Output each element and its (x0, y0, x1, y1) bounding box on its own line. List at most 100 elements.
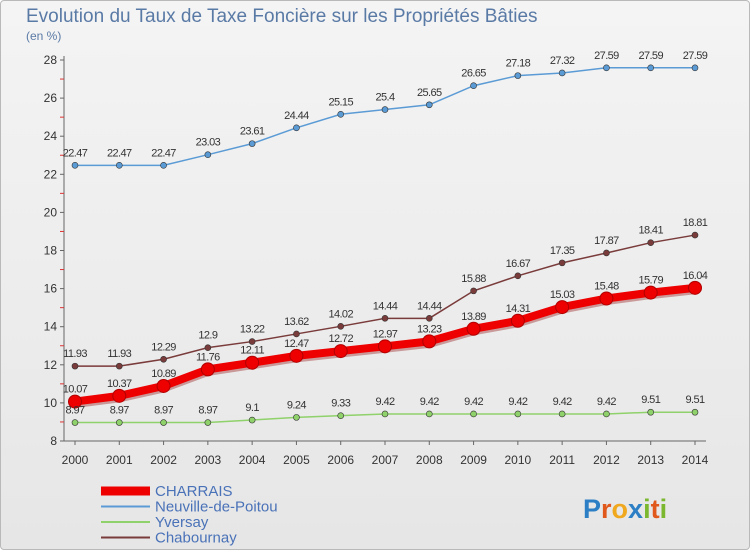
data-label-neuville-de-poitou: 26.65 (461, 68, 486, 80)
data-label-chabournay: 14.44 (417, 300, 442, 312)
x-tick-label: 2002 (150, 453, 177, 467)
data-point-charrais (68, 394, 82, 409)
data-label-chabournay: 17.87 (594, 235, 619, 247)
data-label-yversay: 9.42 (375, 396, 394, 408)
x-tick-label: 2001 (106, 453, 133, 467)
y-tick-label: 12 (44, 358, 58, 372)
data-point-chabournay (204, 344, 212, 351)
legend-label-charrais: CHARRAIS (155, 483, 233, 500)
data-point-charrais (510, 313, 525, 328)
y-tick-label: 26 (44, 91, 58, 105)
data-point-chabournay (71, 362, 79, 370)
data-label-chabournay: 13.22 (240, 324, 265, 336)
x-tick-label: 2008 (416, 453, 443, 467)
data-point-charrais (422, 334, 437, 349)
data-point-neuville-de-poitou (293, 124, 300, 132)
series-layer (68, 64, 702, 426)
y-tick-label: 18 (44, 244, 58, 258)
data-point-charrais (156, 378, 171, 393)
data-label-charrais: 15.79 (638, 275, 663, 287)
x-tick-label: 2005 (283, 453, 310, 467)
data-label-chabournay: 14.44 (373, 300, 398, 312)
data-point-neuville-de-poitou (558, 69, 566, 77)
data-label-chabournay: 12.29 (151, 341, 176, 353)
data-point-neuville-de-poitou (381, 106, 389, 113)
data-point-yversay (337, 412, 345, 419)
data-label-chabournay: 18.41 (638, 225, 663, 237)
data-point-chabournay (381, 315, 389, 322)
y-tick-label: 28 (44, 53, 58, 67)
data-point-charrais (599, 291, 614, 306)
data-label-chabournay: 15.88 (461, 273, 486, 285)
data-label-neuville-de-poitou: 27.32 (550, 55, 575, 67)
data-label-neuville-de-poitou: 24.44 (284, 110, 309, 122)
data-label-charrais: 16.04 (683, 270, 708, 282)
data-point-chabournay (425, 315, 433, 322)
data-point-charrais (200, 362, 215, 377)
data-point-chabournay (470, 287, 477, 295)
data-point-charrais (245, 355, 260, 370)
data-label-chabournay: 11.93 (63, 348, 87, 360)
data-label-neuville-de-poitou: 23.61 (240, 126, 265, 138)
data-label-yversay: 8.97 (198, 405, 217, 417)
data-point-neuville-de-poitou (248, 140, 256, 147)
data-point-yversay (381, 410, 389, 418)
x-tick-label: 2014 (682, 453, 709, 467)
legend-label-neuville-de-poitou: Neuville-de-Poitou (155, 499, 278, 516)
data-label-neuville-de-poitou: 27.59 (683, 50, 708, 62)
data-point-neuville-de-poitou (160, 162, 167, 169)
data-point-chabournay (160, 355, 167, 363)
data-label-chabournay: 18.81 (683, 217, 708, 229)
data-label-charrais: 12.72 (328, 333, 353, 345)
y-unit-label: (en %) (26, 29, 61, 43)
legend-label-yversay: Yversay (155, 514, 209, 531)
data-label-charrais: 15.03 (550, 289, 575, 301)
data-point-chabournay (337, 323, 345, 330)
data-point-yversay (293, 414, 300, 421)
data-point-chabournay (558, 259, 566, 267)
data-label-charrais: 14.31 (506, 303, 531, 315)
data-label-yversay: 9.24 (287, 399, 306, 411)
y-tick-label: 10 (44, 396, 58, 410)
y-tick-label: 24 (44, 129, 58, 143)
data-label-chabournay: 14.02 (328, 308, 353, 320)
logo-letter: i (660, 494, 668, 524)
data-label-neuville-de-poitou: 22.47 (151, 147, 176, 159)
x-tick-label: 2010 (505, 453, 532, 467)
data-label-charrais: 12.47 (284, 338, 309, 350)
data-point-neuville-de-poitou (337, 110, 345, 118)
data-label-yversay: 8.97 (110, 405, 129, 417)
logo-letter: r (601, 494, 612, 524)
data-label-yversay: 9.33 (331, 398, 350, 410)
logo-letter: i (643, 494, 651, 524)
data-label-yversay: 9.42 (553, 396, 572, 408)
proxiti-logo: Proxiti (583, 494, 667, 524)
data-point-yversay (647, 408, 655, 416)
data-point-yversay (514, 410, 522, 418)
data-point-yversay (691, 408, 699, 416)
data-label-charrais: 11.76 (196, 351, 220, 363)
data-label-neuville-de-poitou: 23.03 (196, 137, 221, 149)
data-point-neuville-de-poitou (514, 72, 522, 79)
data-point-neuville-de-poitou (470, 82, 477, 90)
data-point-yversay (115, 419, 123, 426)
y-tick-label: 16 (44, 282, 58, 296)
x-tick-label: 2012 (593, 453, 620, 467)
data-point-yversay (160, 419, 167, 426)
data-label-charrais: 10.37 (107, 378, 132, 390)
data-point-chabournay (603, 249, 610, 257)
logo-letter: o (612, 494, 629, 524)
data-point-charrais (289, 348, 304, 363)
data-point-yversay (558, 410, 566, 418)
data-point-chabournay (691, 231, 699, 239)
x-tick-label: 2006 (327, 453, 354, 467)
data-point-neuville-de-poitou (603, 64, 610, 72)
data-label-neuville-de-poitou: 25.65 (417, 87, 442, 99)
data-label-yversay: 9.42 (420, 396, 439, 408)
data-label-charrais: 13.89 (461, 311, 486, 323)
data-point-chabournay (115, 362, 123, 370)
data-label-charrais: 13.23 (417, 323, 442, 335)
data-label-chabournay: 17.35 (550, 245, 575, 257)
data-point-charrais (643, 285, 658, 300)
